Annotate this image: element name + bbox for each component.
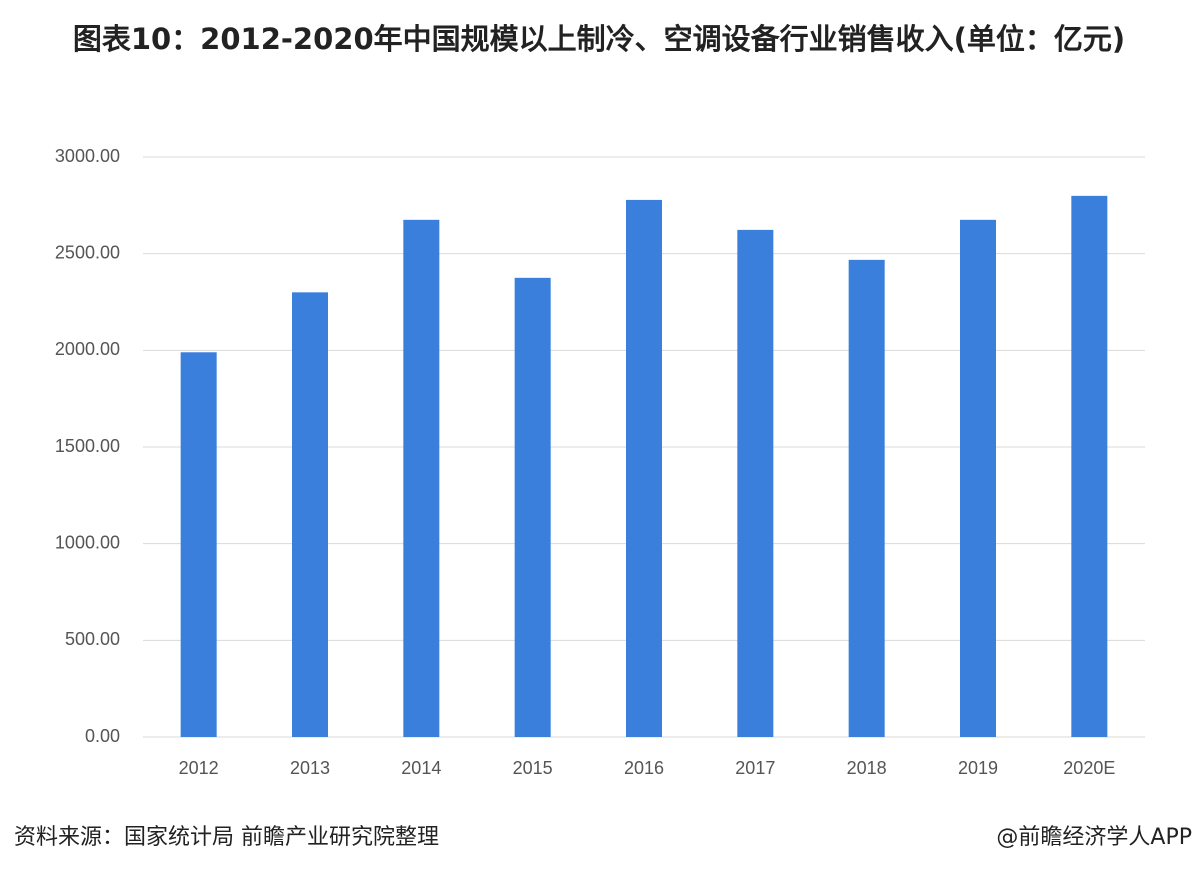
bar <box>1071 195 1108 738</box>
x-tick-label: 2013 <box>290 758 330 778</box>
x-tick-label: 2016 <box>624 758 664 778</box>
bar <box>180 352 217 737</box>
bar <box>292 292 328 737</box>
x-tick-label: 2012 <box>179 758 219 778</box>
x-tick-label: 2017 <box>735 758 775 778</box>
bar <box>737 229 774 738</box>
chart-title: 图表10：2012-2020年中国规模以上制冷、空调设备行业销售收入(单位：亿元… <box>72 22 1126 56</box>
y-tick-label: 2000.00 <box>55 339 120 359</box>
bar <box>514 277 551 737</box>
x-tick-label: 2018 <box>847 758 887 778</box>
y-tick-label: 1000.00 <box>55 532 120 552</box>
bar <box>848 259 885 737</box>
source-note: 资料来源：国家统计局 前瞻产业研究院整理 <box>14 825 439 850</box>
x-tick-label: 2019 <box>958 758 998 778</box>
x-tick-label: 2020E <box>1063 758 1115 778</box>
y-tick-label: 2500.00 <box>55 242 120 262</box>
credit: @前瞻经济学人APP <box>996 825 1192 850</box>
bar <box>626 199 662 738</box>
bar <box>403 219 440 738</box>
y-tick-label: 500.00 <box>65 629 120 649</box>
y-tick-label: 3000.00 <box>55 146 120 166</box>
x-tick-label: 2015 <box>513 758 553 778</box>
x-tick-label: 2014 <box>401 758 441 778</box>
y-tick-label: 0.00 <box>85 726 120 746</box>
y-tick-label: 1500.00 <box>55 436 120 456</box>
bar <box>960 219 996 738</box>
